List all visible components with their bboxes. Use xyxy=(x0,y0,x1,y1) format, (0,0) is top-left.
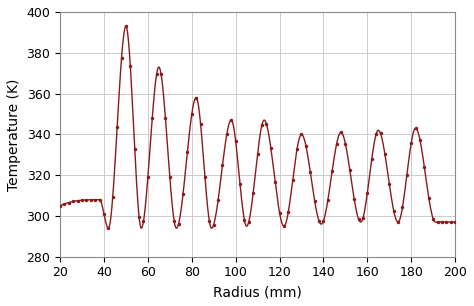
X-axis label: Radius (mm): Radius (mm) xyxy=(213,285,302,299)
Y-axis label: Temperature (K): Temperature (K) xyxy=(7,78,21,191)
